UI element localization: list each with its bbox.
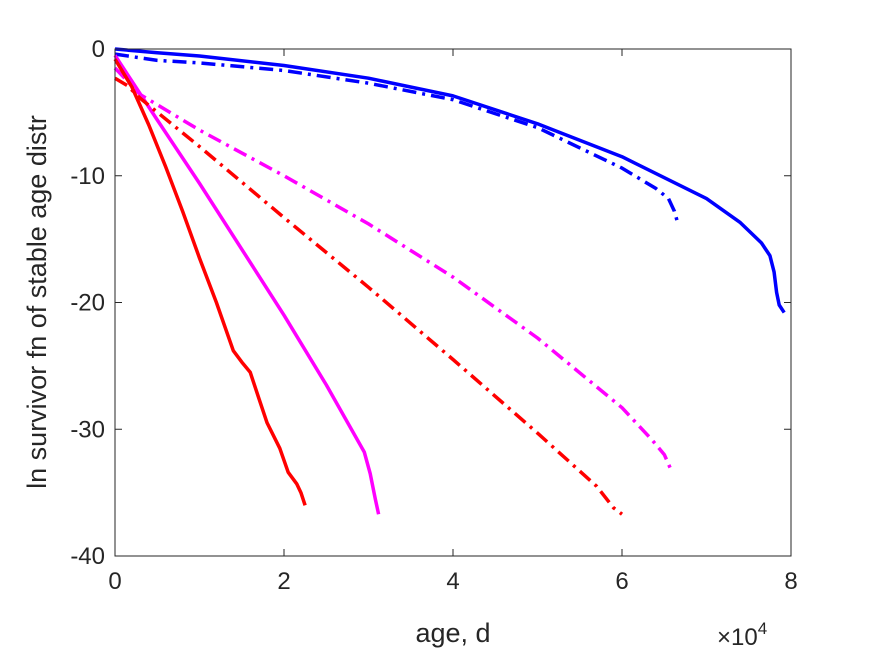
series-line-2 [113, 66, 673, 471]
y-axis-label: ln survivor fn of stable age distr [22, 115, 52, 489]
series-line-4 [114, 76, 624, 516]
x-tick-label-3: 6 [615, 568, 628, 595]
x-tick-label-2: 4 [446, 568, 459, 595]
tick-layer: 0 2 4 6 8 0 -10 -20 -30 -40 [70, 36, 797, 595]
y-tick-label-3: -30 [70, 416, 105, 443]
x-axis-label: age, d [415, 618, 490, 648]
y-tick-label-2: -20 [70, 290, 105, 317]
series-line-1 [114, 52, 679, 221]
x-tick-label-4: 8 [784, 568, 797, 595]
y-tick-label-1: -10 [70, 163, 105, 190]
x-exponent-power: 4 [758, 619, 767, 638]
x-exponent-label: ×104 [717, 619, 767, 651]
series-layer [113, 47, 786, 516]
plot-background [115, 49, 791, 556]
series-line-0 [114, 47, 786, 314]
x-exponent-base: ×10 [717, 624, 758, 651]
y-tick-label-4: -40 [70, 543, 105, 570]
y-tick-label-0: 0 [92, 36, 105, 63]
series-line-3 [113, 54, 381, 515]
series-line-5 [113, 58, 307, 506]
x-tick-label-1: 2 [277, 568, 290, 595]
x-tick-label-0: 0 [108, 568, 121, 595]
